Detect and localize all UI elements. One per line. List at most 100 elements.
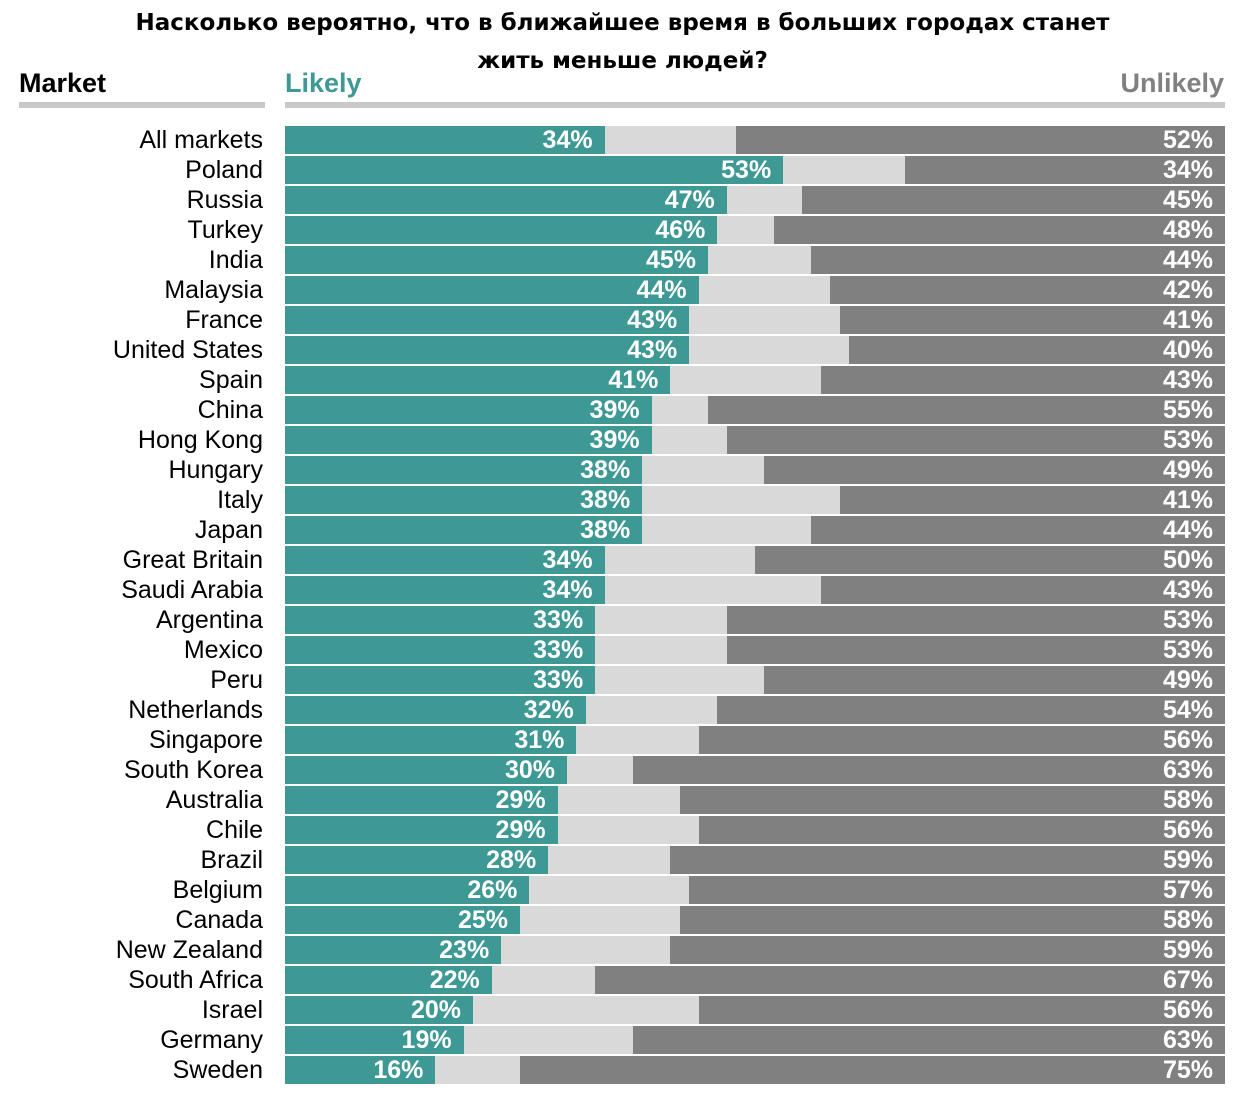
bar-unlikely <box>839 486 1225 514</box>
bar-neutral <box>670 366 821 394</box>
likely-value-label: 44% <box>636 276 687 304</box>
unlikely-value-label: 75% <box>1162 1056 1213 1084</box>
market-label: Japan <box>194 516 263 544</box>
market-label: Great Britain <box>122 546 263 574</box>
bar-likely <box>285 216 718 244</box>
bar-neutral <box>585 696 718 724</box>
bar-neutral <box>567 756 633 784</box>
bar-likely <box>285 696 586 724</box>
bar-likely <box>285 486 643 514</box>
likely-value-label: 46% <box>655 216 706 244</box>
bar-likely <box>285 246 708 274</box>
bar-likely <box>285 846 549 874</box>
market-label: India <box>208 246 263 274</box>
unlikely-value-label: 45% <box>1162 186 1213 214</box>
bar-likely <box>285 276 699 304</box>
market-label: Spain <box>199 366 263 394</box>
chart-title: Насколько вероятно, что в ближайшее врем… <box>135 10 1110 74</box>
likely-value-label: 34% <box>542 126 593 154</box>
unlikely-value-label: 59% <box>1162 846 1213 874</box>
likely-value-label: 19% <box>401 1026 452 1054</box>
bar-likely <box>285 306 690 334</box>
bar-likely <box>285 606 596 634</box>
unlikely-value-label: 43% <box>1162 366 1213 394</box>
likely-value-label: 32% <box>523 696 574 724</box>
unlikely-value-label: 43% <box>1162 576 1213 604</box>
bar-neutral <box>576 726 699 754</box>
market-label: Russia <box>186 186 263 214</box>
unlikely-value-label: 52% <box>1162 126 1213 154</box>
unlikely-value-label: 58% <box>1162 906 1213 934</box>
bar-likely <box>285 576 605 604</box>
market-label: Italy <box>217 486 263 514</box>
unlikely-value-label: 59% <box>1162 936 1213 964</box>
likely-value-label: 31% <box>514 726 565 754</box>
likely-value-label: 43% <box>627 306 678 334</box>
likely-value-label: 47% <box>664 186 715 214</box>
likely-header: Likely <box>285 68 362 98</box>
bar-unlikely <box>905 156 1225 184</box>
bar-neutral <box>557 816 699 844</box>
likely-value-label: 43% <box>627 336 678 364</box>
bar-unlikely <box>773 216 1225 244</box>
bar-unlikely <box>830 276 1225 304</box>
likely-value-label: 33% <box>533 606 584 634</box>
bar-unlikely <box>632 756 1225 784</box>
bar-neutral <box>463 1026 633 1054</box>
market-label: Brazil <box>200 846 263 874</box>
bar-likely <box>285 906 520 934</box>
market-header: Market <box>19 68 107 98</box>
market-label: Malaysia <box>164 276 263 304</box>
likely-value-label: 45% <box>645 246 696 274</box>
unlikely-value-label: 44% <box>1162 246 1213 274</box>
bar-neutral <box>473 996 699 1024</box>
bar-neutral <box>529 876 690 904</box>
bar-unlikely <box>802 186 1225 214</box>
market-label: South Korea <box>124 756 263 784</box>
bar-unlikely <box>698 726 1225 754</box>
bar-unlikely <box>764 666 1225 694</box>
market-label: Peru <box>210 666 263 694</box>
unlikely-value-label: 40% <box>1162 336 1213 364</box>
unlikely-value-label: 55% <box>1162 396 1213 424</box>
bar-unlikely <box>726 606 1225 634</box>
market-label: Hong Kong <box>137 426 263 454</box>
bar-likely <box>285 726 577 754</box>
likely-value-label: 33% <box>533 666 584 694</box>
market-label: Argentina <box>155 606 263 634</box>
unlikely-value-label: 48% <box>1162 216 1213 244</box>
bar-neutral <box>595 636 727 664</box>
bar-neutral <box>642 456 765 484</box>
bar-likely <box>285 546 605 574</box>
bar-unlikely <box>708 396 1225 424</box>
unlikely-value-label: 42% <box>1162 276 1213 304</box>
bar-neutral <box>604 576 821 604</box>
market-label: New Zealand <box>115 936 263 964</box>
bar-neutral <box>435 1056 520 1084</box>
bar-neutral <box>726 186 802 214</box>
bar-unlikely <box>755 546 1225 574</box>
bar-likely <box>285 936 502 964</box>
bar-neutral <box>604 126 737 154</box>
market-label: South Africa <box>128 966 263 994</box>
market-header-rule <box>19 102 265 108</box>
bar-likely <box>285 366 671 394</box>
likely-value-label: 33% <box>533 636 584 664</box>
likely-value-label: 26% <box>467 876 518 904</box>
bar-neutral <box>520 906 680 934</box>
unlikely-value-label: 49% <box>1162 666 1213 694</box>
bar-likely <box>285 1026 464 1054</box>
market-label: Germany <box>160 1026 263 1054</box>
likely-value-label: 25% <box>457 906 508 934</box>
bar-neutral <box>491 966 596 994</box>
bar-unlikely <box>679 906 1225 934</box>
bar-neutral <box>548 846 671 874</box>
market-label: Mexico <box>183 636 263 664</box>
bar-unlikely <box>736 126 1225 154</box>
likely-value-label: 38% <box>580 456 631 484</box>
bar-neutral <box>651 426 727 454</box>
market-label: Netherlands <box>128 696 263 724</box>
bar-likely <box>285 516 643 544</box>
bar-neutral <box>651 396 708 424</box>
